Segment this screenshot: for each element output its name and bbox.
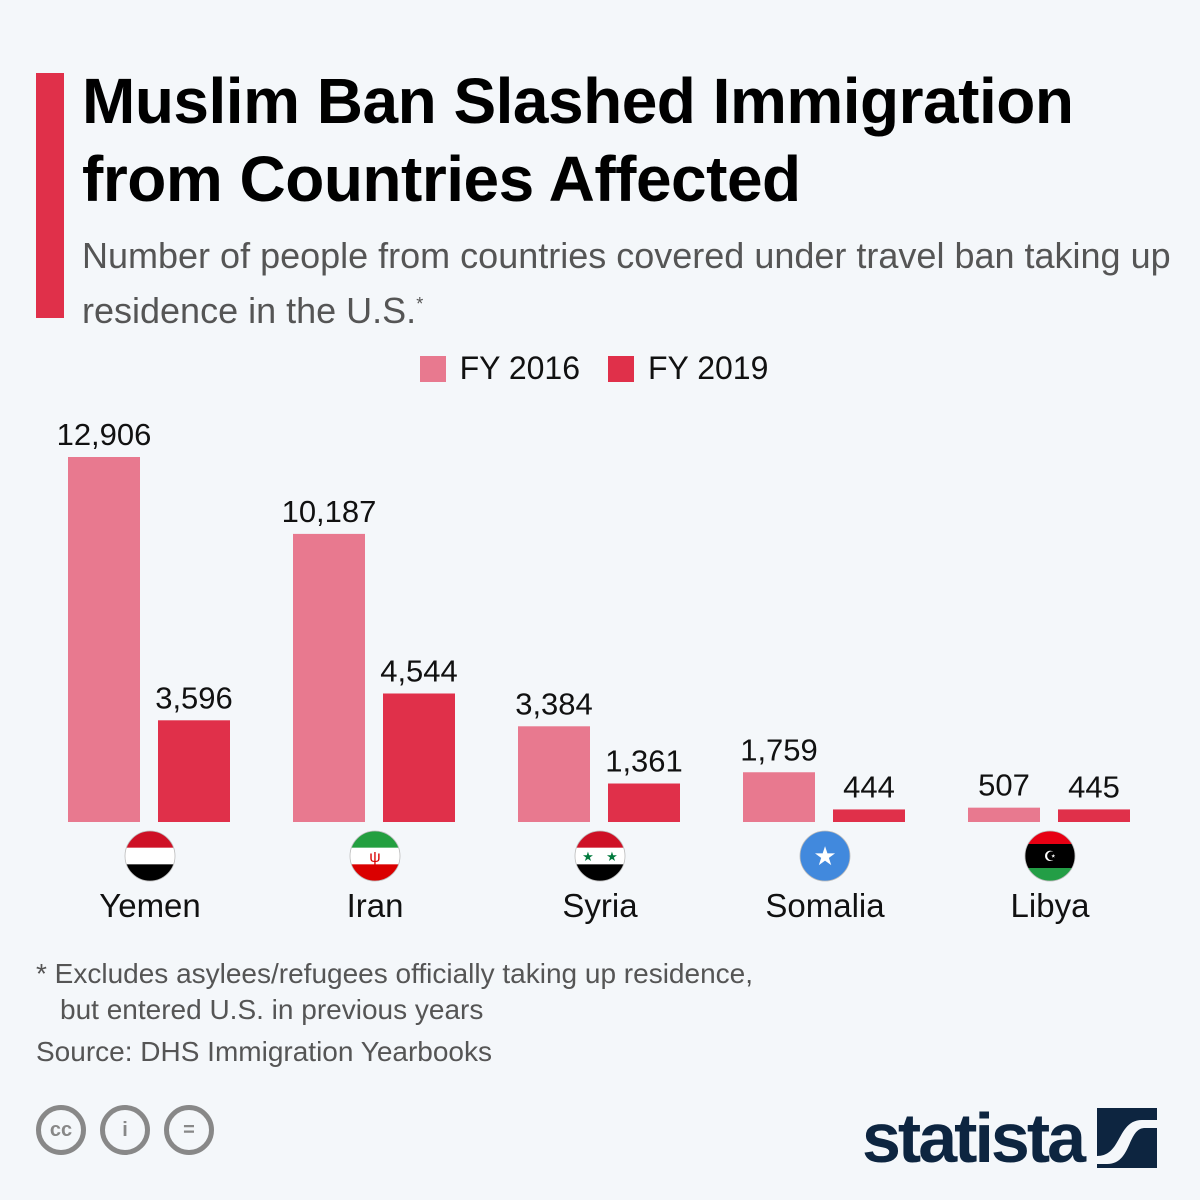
bar-chart: 12,906 3,596 Yemen 10,187 4,544 ψ Iran 3,384 1,3… <box>57 417 1130 924</box>
syria-flag-icon: ★ ★ <box>574 830 626 882</box>
libya-flag-icon: ☪ <box>1024 830 1076 882</box>
cc-icon: cc <box>36 1105 86 1155</box>
license-icons: cc i = <box>36 1105 214 1155</box>
legend-swatch <box>419 355 446 382</box>
legend-label: FY 2019 <box>648 350 769 386</box>
svg-text:★: ★ <box>606 849 618 864</box>
data-label: 10,187 <box>282 494 377 529</box>
somalia-flag-icon: ★ <box>799 830 851 882</box>
data-label: 507 <box>978 768 1030 803</box>
bar-iran-fy2016 <box>293 533 365 822</box>
svg-text:☪: ☪ <box>1044 848 1057 864</box>
bar-yemen-fy2016 <box>68 457 140 822</box>
svg-text:ψ: ψ <box>369 849 380 866</box>
data-label: 3,596 <box>155 680 233 715</box>
attribution-icon: i <box>100 1105 150 1155</box>
data-label: 445 <box>1068 769 1120 804</box>
category-label: Libya <box>1011 887 1091 924</box>
bar-yemen-fy2019 <box>158 720 230 822</box>
data-label: 1,361 <box>605 744 683 779</box>
category-label: Somalia <box>765 887 885 924</box>
legend-label: FY 2016 <box>459 350 580 386</box>
data-label: 444 <box>843 769 895 804</box>
data-label: 12,906 <box>57 417 152 452</box>
legend-item-fy2016: FY 2016 <box>419 350 580 387</box>
chart-subtitle: Number of people from countries covered … <box>82 232 1182 335</box>
bar-syria-fy2019 <box>608 783 680 822</box>
bar-syria-fy2016 <box>518 726 590 822</box>
brand-text: statista <box>862 1099 1086 1177</box>
title-accent-bar <box>36 73 64 318</box>
legend-swatch <box>608 355 634 382</box>
data-label: 3,384 <box>515 686 593 721</box>
statista-logo-icon <box>1097 1108 1158 1168</box>
source: Source: DHS Immigration Yearbooks <box>36 1036 492 1067</box>
no-derivatives-icon: = <box>164 1105 214 1155</box>
category-label: Iran <box>347 887 404 924</box>
footnote: * Excludes asylees/refugees officially t… <box>36 956 753 1028</box>
yemen-flag-icon <box>124 830 176 882</box>
footnote-line: * Excludes asylees/refugees officially t… <box>36 958 753 989</box>
bar-somalia-fy2019 <box>833 809 905 822</box>
data-label: 4,544 <box>380 653 458 688</box>
subtitle-footnote-marker: * <box>416 294 424 314</box>
legend-item-fy2019: FY 2019 <box>608 350 768 387</box>
bar-iran-fy2019 <box>383 693 455 822</box>
bar-libya-fy2019 <box>1058 809 1130 822</box>
chart-title: Muslim Ban Slashed Immigration from Coun… <box>82 65 1074 215</box>
data-label: 1,759 <box>740 732 818 767</box>
footnote-line: but entered U.S. in previous years <box>60 994 484 1025</box>
legend: FY 2016 FY 2019 <box>0 350 1200 387</box>
subtitle-text: Number of people from countries covered … <box>82 235 1171 331</box>
category-label: Yemen <box>99 887 201 924</box>
category-label: Syria <box>562 887 638 924</box>
iran-flag-icon: ψ <box>349 830 401 882</box>
bar-somalia-fy2016 <box>743 772 815 822</box>
bar-libya-fy2016 <box>968 807 1040 822</box>
statista-logo: statista <box>862 1098 1158 1178</box>
svg-text:★: ★ <box>813 841 836 871</box>
svg-text:★: ★ <box>582 849 594 864</box>
